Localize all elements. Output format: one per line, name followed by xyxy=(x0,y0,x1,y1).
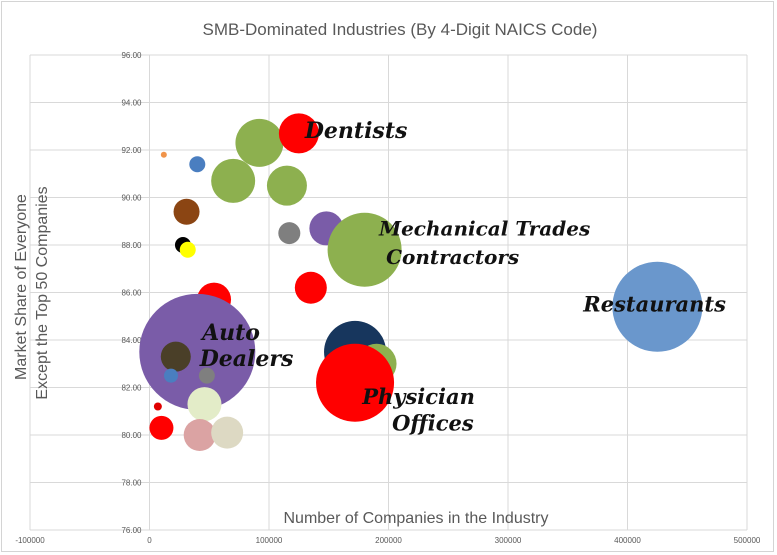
y-axis-title-line2: Except the Top 50 Companies xyxy=(34,186,51,399)
x-tick-labels: -100000 0 100000 200000 300000 400000 500000 xyxy=(15,536,761,545)
y-tick-label: 82.00 xyxy=(121,384,142,393)
bubble xyxy=(173,198,200,225)
bubble xyxy=(179,241,196,258)
bubble xyxy=(153,402,162,411)
annotation-label: Physician xyxy=(361,384,475,409)
x-tick-label: 300000 xyxy=(495,536,522,545)
bubble xyxy=(612,261,703,352)
y-tick-label: 76.00 xyxy=(121,526,142,535)
y-tick-label: 92.00 xyxy=(121,146,142,155)
x-tick-label: 500000 xyxy=(734,536,761,545)
annotations: Dentists Mechanical Trades Contractors Rest… xyxy=(199,118,726,435)
annotation-label: Auto xyxy=(200,320,260,346)
chart-title: SMB-Dominated Industries (By 4-Digit NAI… xyxy=(203,20,598,39)
bubble xyxy=(164,368,179,383)
annotation-label: Contractors xyxy=(386,245,519,269)
bubble xyxy=(183,419,216,451)
annotation-label: Restaurants xyxy=(582,292,726,317)
x-tick-label: 200000 xyxy=(375,536,402,545)
bubble xyxy=(198,367,215,384)
bubble xyxy=(266,165,307,206)
bubble xyxy=(294,271,327,304)
y-tick-label: 90.00 xyxy=(121,194,142,203)
x-tick-label: 100000 xyxy=(256,536,283,545)
bubble xyxy=(278,113,319,154)
x-tick-label: 0 xyxy=(147,536,152,545)
bubble xyxy=(278,222,301,245)
bubble xyxy=(189,156,206,173)
annotation-label: Mechanical Trades xyxy=(378,217,590,241)
bubble xyxy=(160,151,167,158)
annotation-label: Dealers xyxy=(199,346,294,372)
y-tick-labels: 76.00 78.00 80.00 82.00 84.00 86.00 88.00 90.00… xyxy=(121,51,142,535)
bubble xyxy=(149,415,174,440)
bubble xyxy=(160,341,191,372)
bubble xyxy=(187,387,222,422)
y-tick-label: 86.00 xyxy=(121,289,142,298)
bubble xyxy=(327,212,402,287)
bubbles xyxy=(139,113,703,451)
x-axis-title: Number of Companies in the Industry xyxy=(283,510,548,527)
y-tick-label: 88.00 xyxy=(121,241,142,250)
annotation-label: Offices xyxy=(392,410,474,435)
y-axis-title-line1: Market Share of Everyone xyxy=(13,194,30,380)
bubble xyxy=(211,416,244,449)
gridlines xyxy=(29,54,748,531)
bubble xyxy=(235,118,284,167)
bubble xyxy=(211,158,256,203)
y-tick-label: 94.00 xyxy=(121,99,142,108)
y-tick-label: 84.00 xyxy=(121,336,142,345)
y-tick-label: 78.00 xyxy=(121,479,142,488)
bubble xyxy=(316,343,395,422)
y-tick-label: 80.00 xyxy=(121,431,142,440)
y-tick-label: 96.00 xyxy=(121,51,142,60)
x-tick-label: 400000 xyxy=(614,536,641,545)
x-tick-label: -100000 xyxy=(15,536,45,545)
annotation-label: Dentists xyxy=(304,118,408,144)
